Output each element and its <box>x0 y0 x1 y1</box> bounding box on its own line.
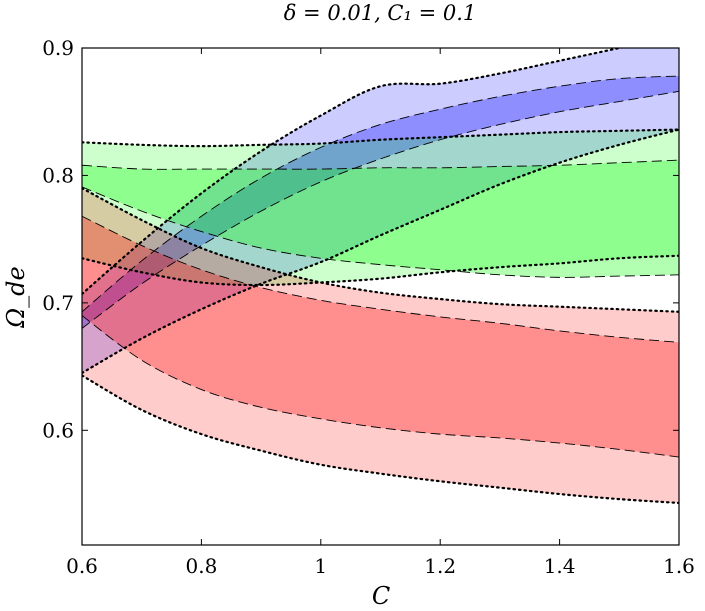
plot-frame <box>81 47 680 546</box>
green-inner-band <box>82 160 679 278</box>
red-inner-band <box>82 216 679 458</box>
green-inner-upper-line <box>82 159 679 170</box>
green-outer-lower-line <box>82 254 679 287</box>
axis-ticks: 0.6 0.8 1 1.2 1.4 1.6 0.6 0.7 0.8 0.9 <box>42 36 695 578</box>
green-outer-upper-line <box>82 128 679 148</box>
red-outer-lower-line <box>82 374 679 505</box>
y-tick-label: 0.8 <box>42 163 74 187</box>
green-outer-band <box>82 129 679 286</box>
y-tick-label: 0.9 <box>42 36 74 60</box>
red-outer-band <box>82 188 679 503</box>
chart-title: δ = 0.01, C₁ = 0.1 <box>284 1 477 25</box>
blue-outer-band <box>82 48 679 373</box>
blue-outer-upper-line <box>82 48 625 296</box>
x-tick-label: 1.6 <box>663 554 695 578</box>
x-tick-label: 0.8 <box>185 554 217 578</box>
x-tick-label: 1.2 <box>424 554 456 578</box>
y-axis-label: Ω_de <box>2 266 30 328</box>
blue-outer-lower-line <box>82 128 679 375</box>
red-inner-upper-line <box>82 215 679 343</box>
red-outer-upper-line <box>82 187 679 313</box>
x-tick-label: 1.4 <box>544 554 576 578</box>
x-axis-label: C <box>372 582 390 610</box>
plot-area <box>82 48 679 505</box>
blue-inner-upper-line <box>82 75 679 313</box>
x-tick-label: 0.6 <box>66 554 98 578</box>
y-tick-label: 0.6 <box>42 418 74 442</box>
red-inner-lower-line <box>82 315 679 458</box>
blue-inner-lower-line <box>82 90 679 329</box>
x-tick-label: 1 <box>314 554 327 578</box>
y-tick-label: 0.7 <box>42 291 74 315</box>
